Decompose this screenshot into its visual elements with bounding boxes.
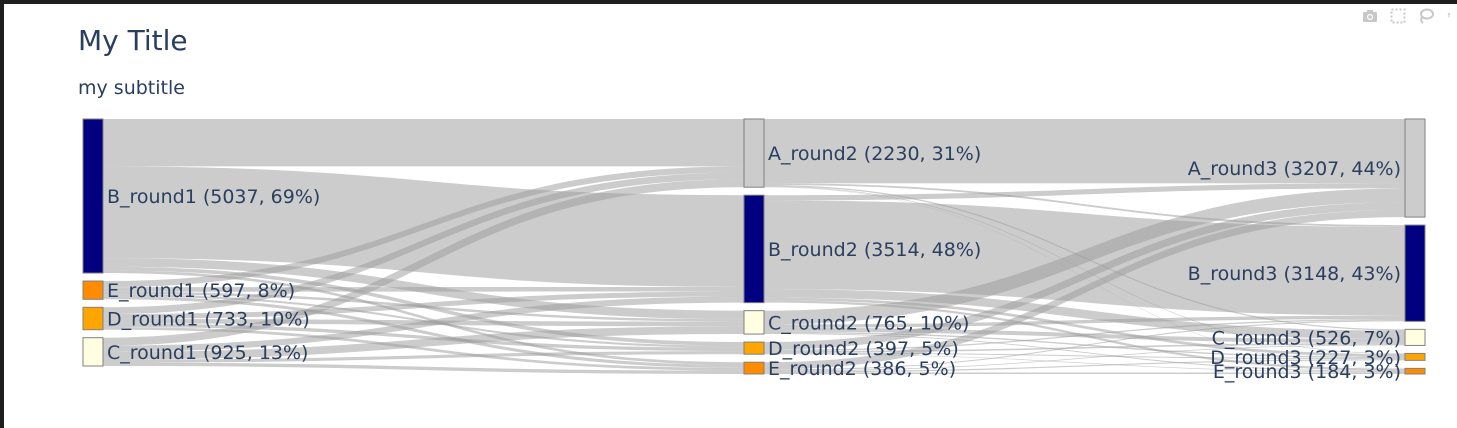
sankey-link-A_round2-B_round3[interactable] (764, 183, 1405, 227)
sankey-node-label-E_round2: E_round2 (386, 5%) (768, 358, 956, 380)
sankey-link-D_round1-E_round2[interactable] (103, 326, 744, 371)
sankey-node-E_round1[interactable] (82, 280, 104, 300)
sankey-node-label-E_round1: E_round1 (597, 8%) (107, 280, 295, 302)
window-frame-left (0, 0, 4, 428)
sankey-link-C_round1-D_round2[interactable] (103, 351, 744, 363)
sankey-node-label-D_round3: D_round3 (227, 3%) (1210, 347, 1401, 369)
sankey-node-C_round3[interactable] (1404, 328, 1426, 346)
box-select-icon[interactable] (1389, 8, 1407, 24)
sankey-node-B_round3[interactable] (1404, 224, 1426, 322)
sankey-link-E_round1-B_round2[interactable] (103, 286, 744, 292)
sankey-node-label-A_round3: A_round3 (3207, 44%) (1188, 158, 1401, 180)
sankey-link-E_round2-E_round3[interactable] (764, 372, 1405, 374)
sankey-node-label-C_round1: C_round1 (925, 13%) (107, 342, 308, 364)
sankey-link-E_round2-A_round3[interactable] (764, 209, 1405, 370)
sankey-link-B_round1-E_round2[interactable] (103, 270, 744, 365)
sankey-node-E_round3[interactable] (1404, 367, 1426, 375)
sankey-node-D_round3[interactable] (1404, 352, 1426, 361)
sankey-links (103, 119, 1405, 374)
chart-subtitle: my subtitle (78, 77, 185, 99)
sankey-link-D_round2-B_round3[interactable] (764, 318, 1405, 352)
sankey-node-D_round2[interactable] (743, 341, 765, 355)
sankey-node-A_round3[interactable] (1404, 118, 1426, 218)
sankey-link-E_round2-D_round3[interactable] (764, 359, 1405, 373)
sankey-node-A_round2[interactable] (743, 118, 765, 188)
sankey-node-label-B_round1: B_round1 (5037, 69%) (107, 186, 320, 208)
sankey-node-label-E_round3: E_round3 (184, 3%) (1213, 361, 1401, 383)
sankey-node-label-B_round2: B_round2 (3514, 48%) (768, 239, 981, 261)
sankey-link-C_round1-E_round2[interactable] (103, 362, 744, 374)
sankey-link-C_round1-B_round2[interactable] (103, 296, 744, 352)
pan-icon[interactable] (1445, 8, 1453, 24)
sankey-node-E_round2[interactable] (743, 361, 765, 375)
sankey-link-E_round1-E_round2[interactable] (103, 296, 744, 368)
sankey-link-E_round2-B_round3[interactable] (764, 320, 1405, 371)
sankey-link-E_round1-A_round2[interactable] (103, 166, 744, 288)
sankey-link-C_round1-C_round2[interactable] (103, 326, 744, 360)
sankey-link-D_round1-A_round2[interactable] (103, 172, 744, 315)
sankey-link-C_round1-A_round2[interactable] (103, 179, 744, 346)
sankey-link-D_round1-D_round2[interactable] (103, 323, 744, 352)
sankey-node-label-C_round2: C_round2 (765, 10%) (768, 312, 969, 334)
sankey-node-label-B_round3: B_round3 (3148, 43%) (1188, 263, 1401, 285)
sankey-node-label-D_round2: D_round2 (397, 5%) (768, 338, 959, 360)
sankey-node-label-A_round2: A_round2 (2230, 31%) (768, 143, 981, 165)
sankey-link-C_round2-B_round3[interactable] (764, 315, 1405, 328)
sankey-labels: B_round1 (5037, 69%) E_round1 (597, 8%) D_… (107, 143, 1401, 383)
sankey-link-B_round1-A_round2[interactable] (103, 119, 744, 167)
sankey-link-D_round2-E_round3[interactable] (764, 353, 1405, 373)
sankey-node-C_round2[interactable] (743, 310, 765, 335)
sankey-link-E_round2-C_round3[interactable] (764, 344, 1405, 372)
sankey-node-D_round1[interactable] (82, 306, 104, 331)
sankey-node-B_round1[interactable] (82, 118, 104, 274)
sankey-node-label-C_round3: C_round3 (526, 7%) (1212, 327, 1401, 349)
sankey-node-label-D_round1: D_round1 (733, 10%) (107, 309, 310, 331)
sankey-link-C_round2-E_round3[interactable] (764, 333, 1405, 372)
sankey-link-B_round2-D_round3[interactable] (764, 297, 1405, 357)
sankey-link-D_round2-A_round3[interactable] (764, 202, 1405, 350)
sankey-link-C_round2-A_round3[interactable] (764, 188, 1405, 325)
camera-icon[interactable] (1361, 8, 1379, 24)
window-frame-top (0, 0, 1457, 4)
sankey-link-D_round2-D_round3[interactable] (764, 352, 1405, 360)
sankey-nodes (82, 118, 1426, 375)
sankey-node-B_round2[interactable] (743, 194, 765, 304)
sankey-node-C_round1[interactable] (82, 337, 104, 367)
modebar (1361, 8, 1457, 24)
sankey-link-A_round2-A_round3[interactable] (764, 119, 1405, 184)
sankey-link-D_round1-B_round2[interactable] (103, 291, 744, 320)
chart-title: My Title (78, 24, 188, 57)
sankey-link-B_round2-A_round3[interactable] (764, 183, 1405, 201)
lasso-icon[interactable] (1417, 8, 1435, 24)
